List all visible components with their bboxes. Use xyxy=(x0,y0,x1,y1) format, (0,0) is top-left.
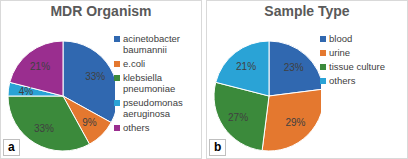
html-text:tissue culture: tissue culture xyxy=(329,61,385,72)
svg-text:23%: 23% xyxy=(284,62,304,73)
html-text:pseudomonas aeruginosa: pseudomonas aeruginosa xyxy=(123,97,183,119)
svg-text:9%: 9% xyxy=(82,117,97,128)
svg-text:27%: 27% xyxy=(228,112,248,123)
svg-text:21%: 21% xyxy=(236,61,256,72)
html-text:MDR Organism: MDR Organism xyxy=(50,3,152,19)
svg-text:4%: 4% xyxy=(19,86,34,97)
html-text:a: a xyxy=(8,140,15,154)
html-text:others: others xyxy=(123,122,150,133)
html-text:Sample Type: Sample Type xyxy=(264,3,350,19)
svg-text:21%: 21% xyxy=(30,61,50,72)
svg-text:33%: 33% xyxy=(34,123,54,134)
svg-text:33%: 33% xyxy=(85,71,105,82)
html-text:blood: blood xyxy=(329,33,353,44)
html-text:e.coli: e.coli xyxy=(123,58,146,69)
html-text:b: b xyxy=(214,140,222,154)
svg-text:29%: 29% xyxy=(285,117,305,128)
html-text:acinetobacter baumannii: acinetobacter baumannii xyxy=(123,33,180,55)
html-text:klebsiella pneumoniae: klebsiella pneumoniae xyxy=(123,72,176,94)
html-text:urine: urine xyxy=(329,47,351,58)
html-text:others: others xyxy=(329,75,356,86)
